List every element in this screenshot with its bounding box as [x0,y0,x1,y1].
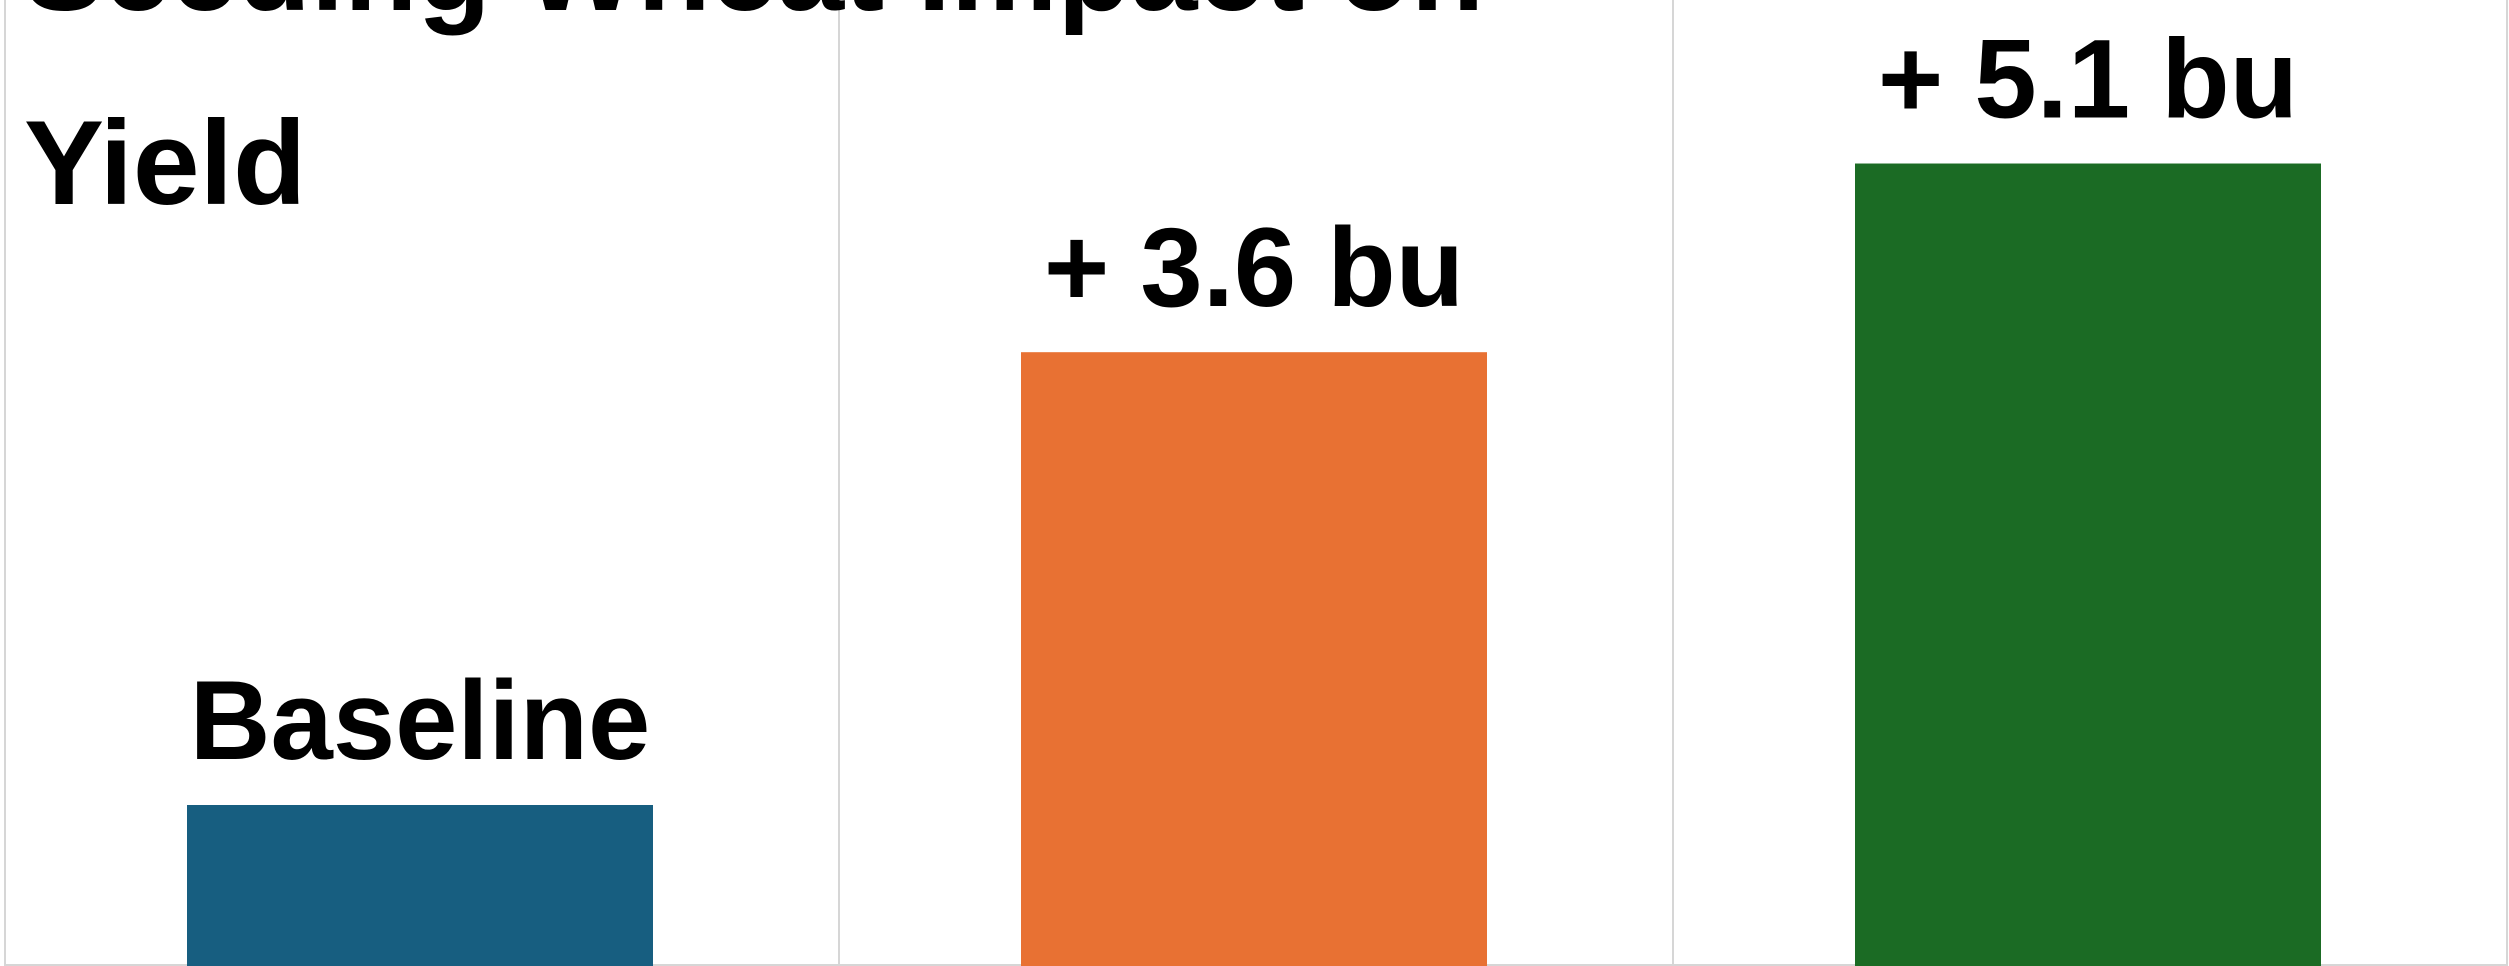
chart-title: Seeding Wheat Impact on Yield [24,0,1484,230]
bar [187,805,653,966]
bar [1021,352,1487,966]
value-label: + 5.1 bu [1878,17,2298,142]
bar [1855,163,2321,966]
value-label: + 3.6 bu [1044,205,1464,330]
value-label: Baseline [190,658,651,783]
